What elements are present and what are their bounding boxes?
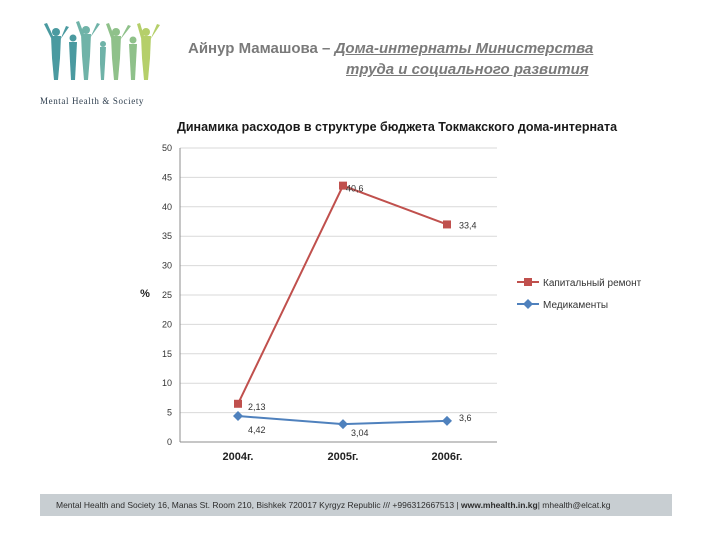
footer-email: | mhealth@elcat.kg xyxy=(537,500,611,510)
data-point-marker xyxy=(443,220,451,229)
x-tick-label: 2006г. xyxy=(431,451,462,463)
y-tick-label: 10 xyxy=(162,378,172,388)
legend-label: Медикаменты xyxy=(543,300,608,311)
legend-marker xyxy=(523,299,533,309)
y-tick-label: 50 xyxy=(162,143,172,153)
chart-title: Динамика расходов в структуре бюджета То… xyxy=(177,120,618,134)
data-point-marker xyxy=(233,411,243,422)
data-point-marker xyxy=(442,415,452,426)
legend-label: Капитальный ремонт xyxy=(543,278,642,289)
footer-website-link[interactable]: www.mhealth.in.kg xyxy=(461,500,538,510)
y-tick-label: 20 xyxy=(162,319,172,329)
y-tick-label: 15 xyxy=(162,349,172,359)
author-name: Айнур Мамашова xyxy=(188,40,318,57)
logo-figures-icon xyxy=(44,21,160,80)
data-point-marker xyxy=(234,399,242,408)
data-label: 2,13 xyxy=(248,402,266,412)
title-dash: – xyxy=(317,40,335,57)
y-tick-label: 5 xyxy=(167,408,172,418)
footer-contact: Mental Health and Society 16, Manas St. … xyxy=(56,500,459,510)
title-line-2: труда и социального развития xyxy=(346,61,589,78)
data-label: 3,6 xyxy=(459,413,472,423)
y-tick-label: 25 xyxy=(162,290,172,300)
x-tick-label: 2005г. xyxy=(327,451,358,463)
legend-marker xyxy=(524,278,532,286)
y-tick-label: 30 xyxy=(162,261,172,271)
data-label: 33,4 xyxy=(459,220,477,230)
organization-logo xyxy=(44,21,160,80)
y-tick-label: 45 xyxy=(162,172,172,182)
title-line-1: Дома-интернаты Министерства xyxy=(334,40,594,57)
y-tick-label: 40 xyxy=(162,202,172,212)
y-tick-label: 0 xyxy=(167,437,172,447)
x-tick-label: 2004г. xyxy=(222,451,253,463)
data-point-marker xyxy=(338,419,348,430)
y-axis-label: % xyxy=(140,288,150,300)
footer-bar: Mental Health and Society 16, Manas St. … xyxy=(40,494,672,516)
data-label: 40,6 xyxy=(346,184,364,194)
data-label: 4,42 xyxy=(248,425,266,435)
y-tick-label: 35 xyxy=(162,231,172,241)
page-title: Айнур Мамашова – Дома-интернаты Министер… xyxy=(188,40,593,57)
data-point-marker xyxy=(339,181,347,190)
data-label: 3,04 xyxy=(351,428,369,438)
logo-text: Mental Health & Society xyxy=(40,96,145,106)
